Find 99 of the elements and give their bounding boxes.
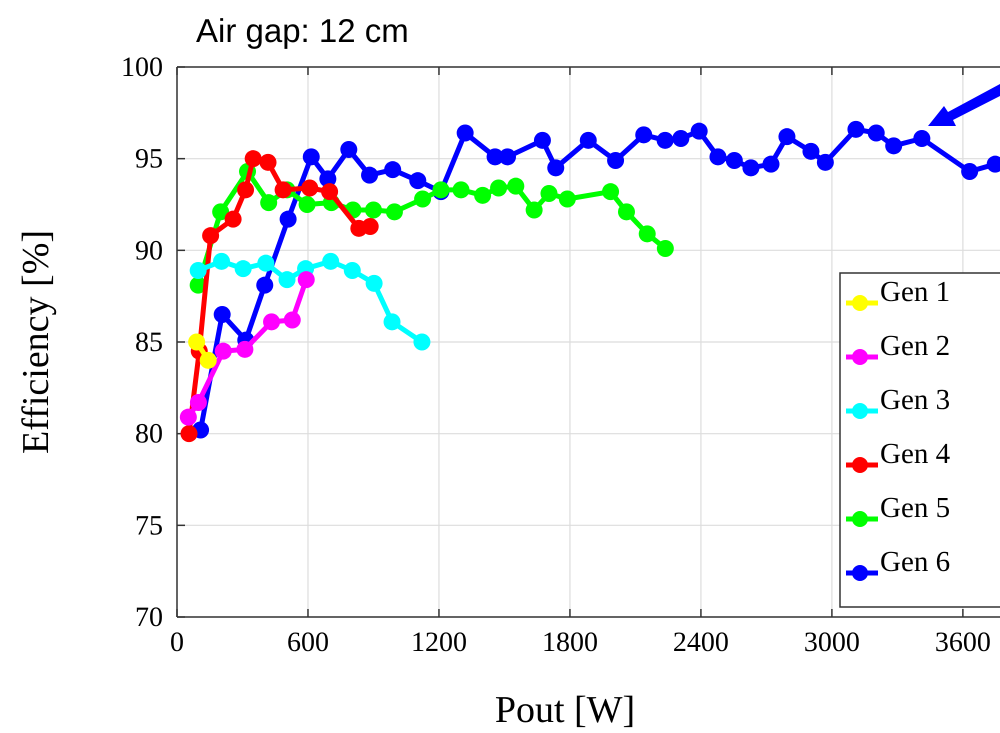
point — [490, 180, 508, 196]
legend-label: Gen 3 — [880, 384, 950, 416]
point — [340, 141, 358, 158]
point — [656, 132, 674, 149]
y-tick-label: 85 — [135, 326, 163, 358]
y-tick-label: 70 — [135, 602, 163, 633]
point — [213, 252, 230, 270]
x-tick-label: 0 — [170, 626, 184, 658]
y-axis-title: Efficiency [%] — [15, 230, 57, 454]
point — [456, 124, 474, 142]
point — [212, 203, 230, 220]
point — [742, 159, 760, 176]
point — [214, 306, 231, 323]
point — [618, 203, 635, 220]
point — [868, 124, 885, 142]
x-tick-label: 2400 — [672, 626, 729, 658]
x-tick-label: 1200 — [410, 626, 467, 658]
point — [635, 126, 652, 144]
point — [384, 313, 401, 330]
point — [602, 183, 620, 200]
point — [214, 342, 232, 360]
point — [278, 271, 296, 288]
point — [413, 334, 430, 350]
point — [802, 142, 820, 160]
point — [638, 225, 656, 242]
legend-label: Gen 4 — [880, 438, 951, 470]
point — [534, 132, 551, 149]
point — [961, 163, 978, 180]
point — [778, 128, 796, 146]
point — [301, 180, 318, 196]
point — [913, 130, 930, 147]
point — [322, 252, 340, 270]
point — [321, 183, 338, 200]
point — [656, 240, 674, 257]
point — [190, 394, 207, 411]
point — [344, 262, 361, 279]
point — [580, 132, 597, 149]
y-tick-label: 100 — [121, 52, 163, 83]
point — [384, 161, 402, 178]
legend-label: Gen 6 — [880, 546, 950, 578]
point — [274, 181, 292, 198]
point — [263, 313, 280, 330]
point — [847, 120, 864, 138]
legend-label: Gen 5 — [880, 492, 950, 524]
point — [237, 181, 254, 198]
x-tick-label: 3600 — [934, 626, 991, 658]
legend-label: Gen 2 — [880, 330, 950, 362]
point — [507, 178, 524, 195]
point — [366, 274, 383, 292]
point — [499, 148, 516, 166]
point — [540, 185, 558, 202]
point — [244, 150, 262, 168]
point — [361, 166, 378, 184]
point — [302, 148, 320, 166]
point — [607, 152, 624, 169]
point — [885, 137, 902, 154]
y-tick-label: 80 — [135, 418, 163, 450]
point — [414, 190, 432, 208]
point — [202, 227, 220, 244]
y-tick-label: 75 — [135, 510, 163, 542]
point — [234, 260, 252, 278]
point — [526, 202, 543, 218]
point — [547, 159, 564, 176]
point — [284, 312, 301, 328]
point — [260, 194, 278, 212]
x-tick-label: 1800 — [542, 626, 598, 658]
point — [762, 156, 780, 173]
point — [816, 154, 834, 171]
point — [236, 340, 254, 358]
point — [474, 186, 492, 204]
point — [672, 130, 690, 147]
y-tick-label: 90 — [135, 235, 163, 266]
legend-label: Gen 1 — [880, 276, 950, 308]
point — [257, 254, 274, 272]
point — [280, 210, 297, 228]
x-axis-title: Pout [W] — [494, 689, 636, 731]
point — [180, 425, 198, 442]
point — [224, 210, 242, 228]
point — [256, 276, 274, 294]
point — [709, 148, 726, 166]
point — [386, 203, 403, 220]
point — [726, 152, 743, 169]
point — [260, 154, 277, 171]
point — [180, 408, 197, 426]
point — [298, 271, 315, 288]
point — [690, 122, 708, 140]
point — [362, 218, 379, 235]
chart-title: Air gap: 12 cm — [196, 12, 409, 49]
point — [200, 352, 217, 369]
point — [452, 181, 470, 198]
point — [190, 262, 207, 279]
point — [298, 196, 316, 213]
point — [188, 334, 206, 350]
point — [558, 190, 576, 208]
x-tick-label: 600 — [286, 626, 329, 658]
y-tick-label: 95 — [135, 144, 163, 175]
x-tick-label: 3000 — [804, 626, 860, 658]
point — [364, 202, 382, 218]
point — [409, 172, 426, 190]
